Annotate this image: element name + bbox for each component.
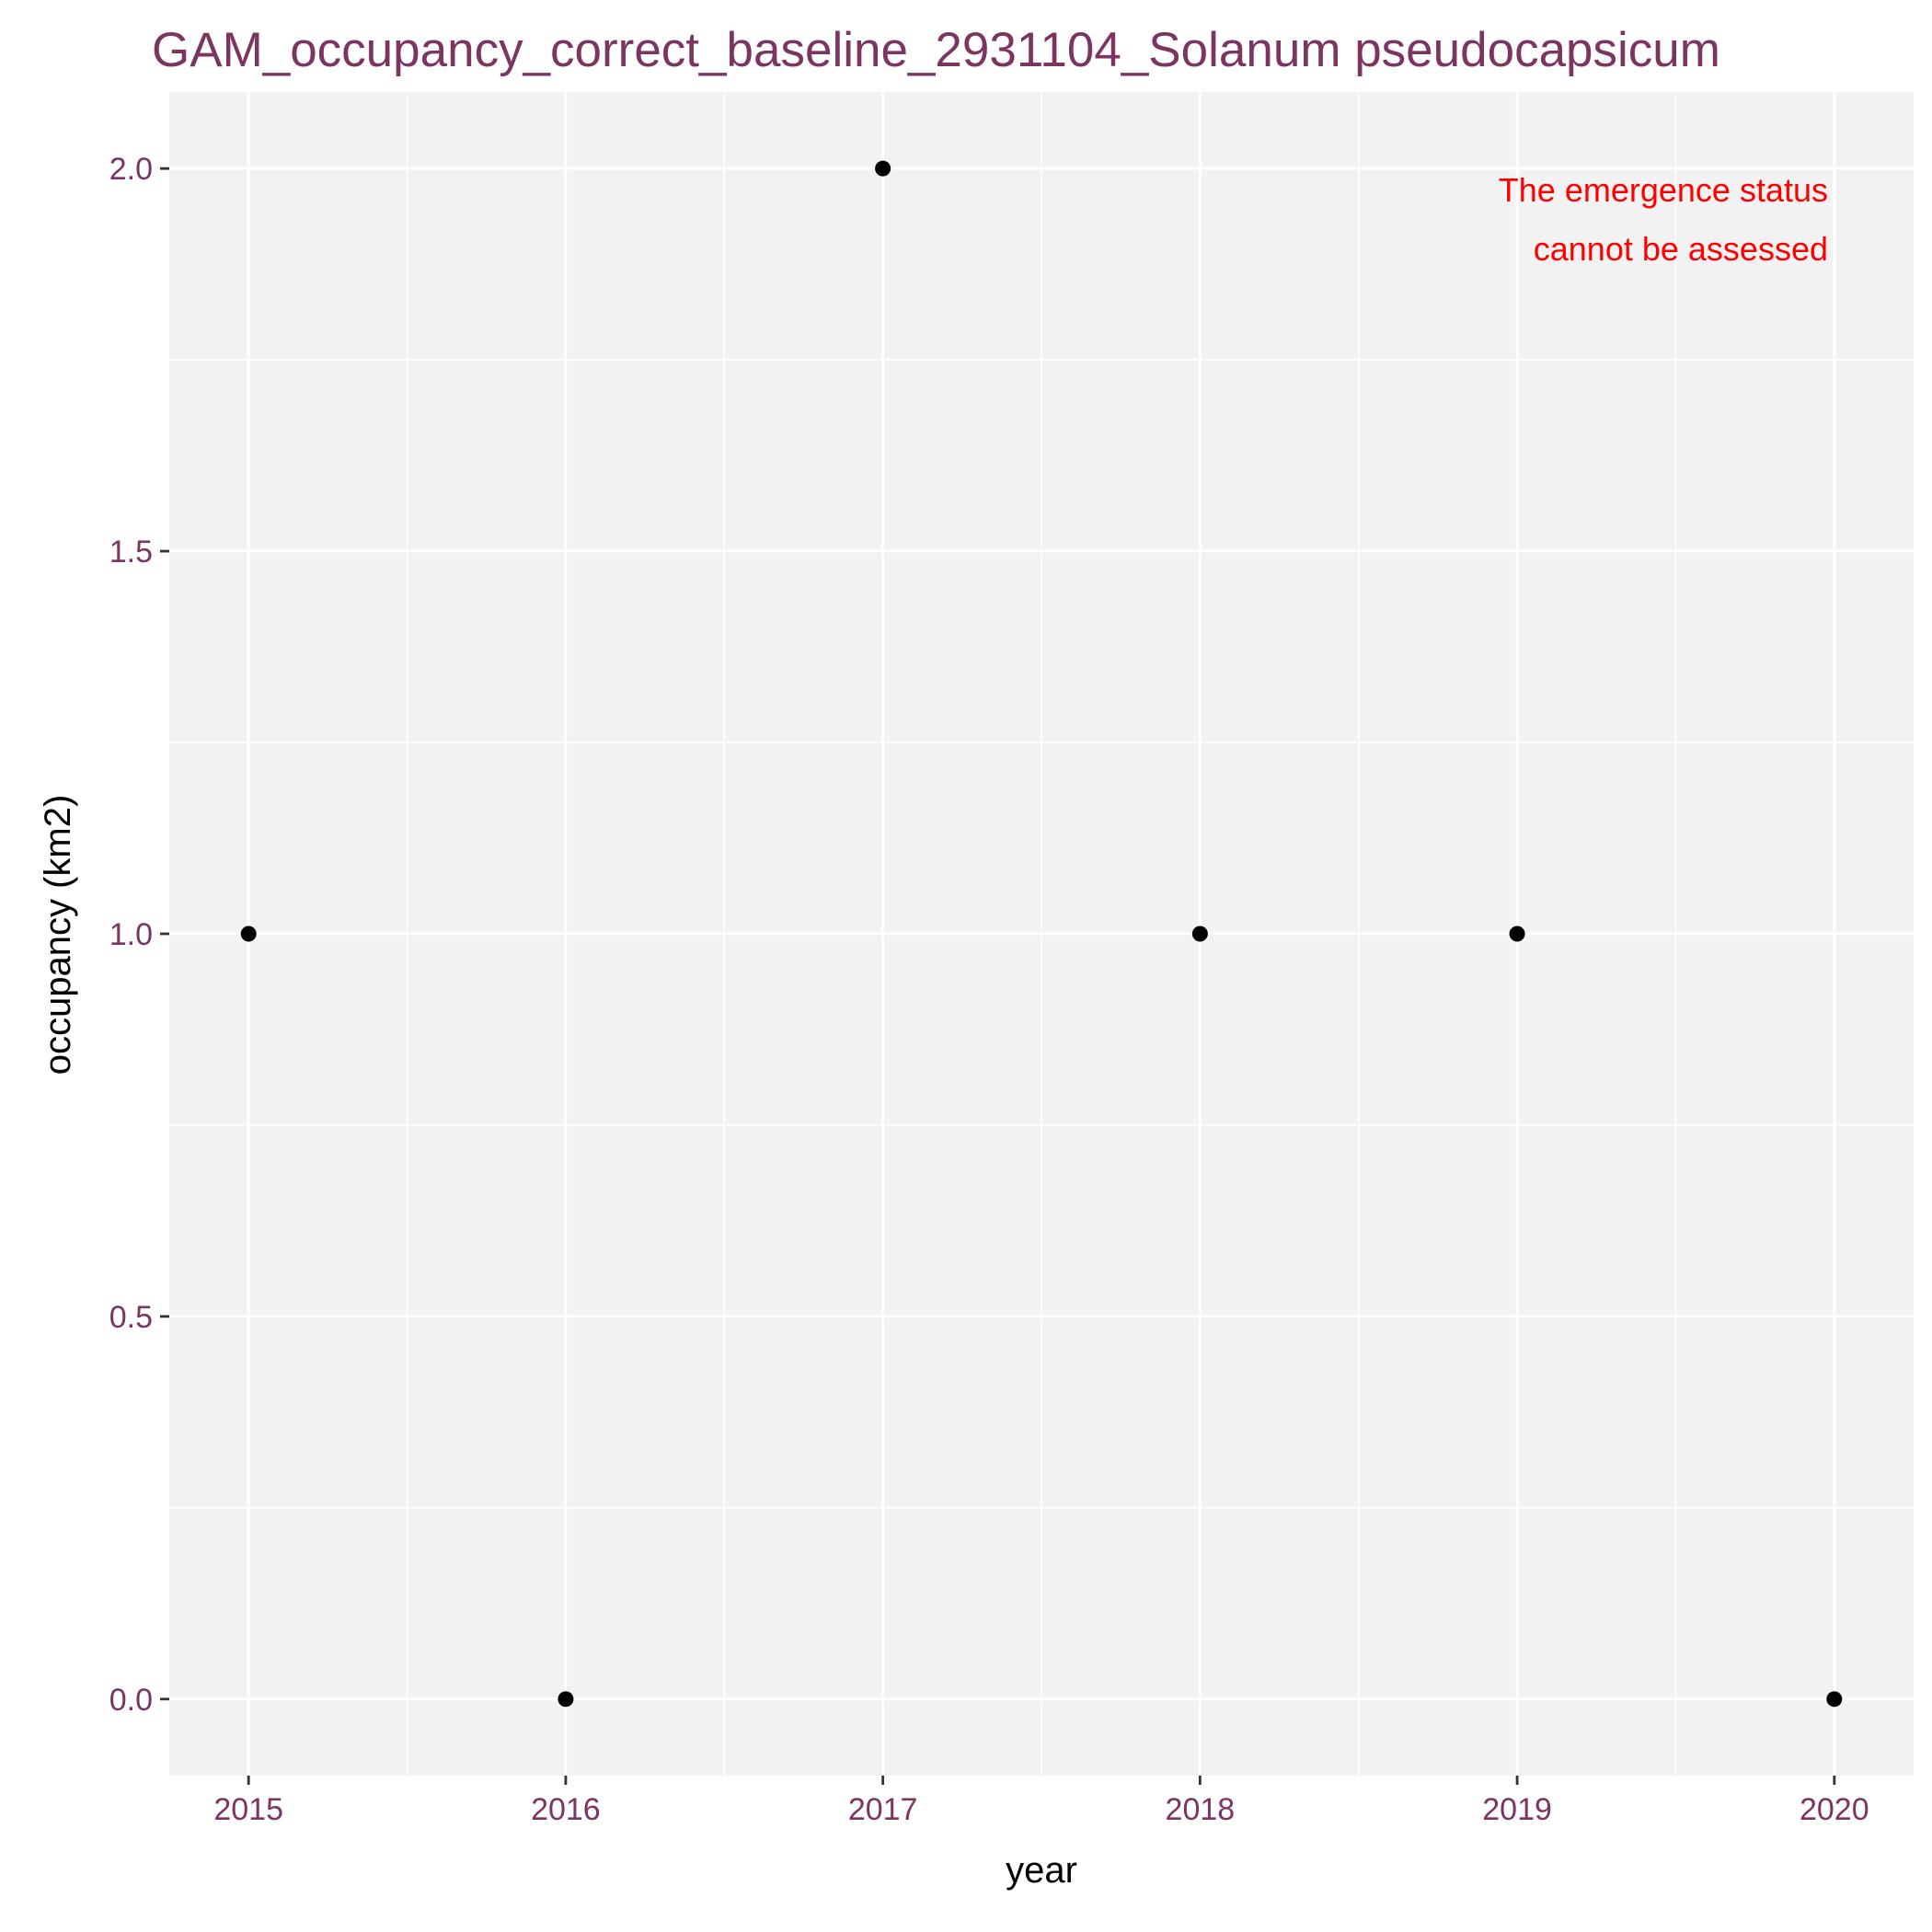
y-tick-label: 2.0 xyxy=(109,152,153,187)
data-point xyxy=(1826,1691,1843,1708)
x-tick-label: 2016 xyxy=(531,1792,601,1827)
x-tick-label: 2017 xyxy=(848,1792,918,1827)
x-tick-label: 2020 xyxy=(1800,1792,1869,1827)
y-axis: 0.0 0.5 1.0 1.5 2.0 xyxy=(109,152,169,1718)
annotation: The emergence status cannot be assessed xyxy=(1499,171,1828,268)
y-tick-label: 0.5 xyxy=(109,1300,153,1335)
annotation-line: cannot be assessed xyxy=(1534,230,1828,268)
data-point xyxy=(1191,926,1208,942)
chart-title: GAM_occupancy_correct_baseline_2931104_S… xyxy=(152,23,1720,77)
x-axis-title: year xyxy=(1006,1850,1077,1891)
data-points xyxy=(240,160,1843,1708)
data-point xyxy=(558,1691,574,1708)
x-axis: 2015 2016 2017 2018 2019 2020 xyxy=(213,1776,1869,1827)
x-tick-label: 2018 xyxy=(1166,1792,1236,1827)
y-tick-label: 1.5 xyxy=(109,535,153,569)
x-tick-label: 2015 xyxy=(213,1792,283,1827)
y-axis-title: occupancy (km2) xyxy=(38,795,78,1075)
y-tick-label: 1.0 xyxy=(109,917,153,952)
data-point xyxy=(1509,926,1525,942)
x-tick-label: 2019 xyxy=(1482,1792,1552,1827)
annotation-line: The emergence status xyxy=(1499,171,1828,209)
y-tick-label: 0.0 xyxy=(109,1683,153,1718)
data-point xyxy=(875,160,891,177)
data-point xyxy=(240,926,257,942)
